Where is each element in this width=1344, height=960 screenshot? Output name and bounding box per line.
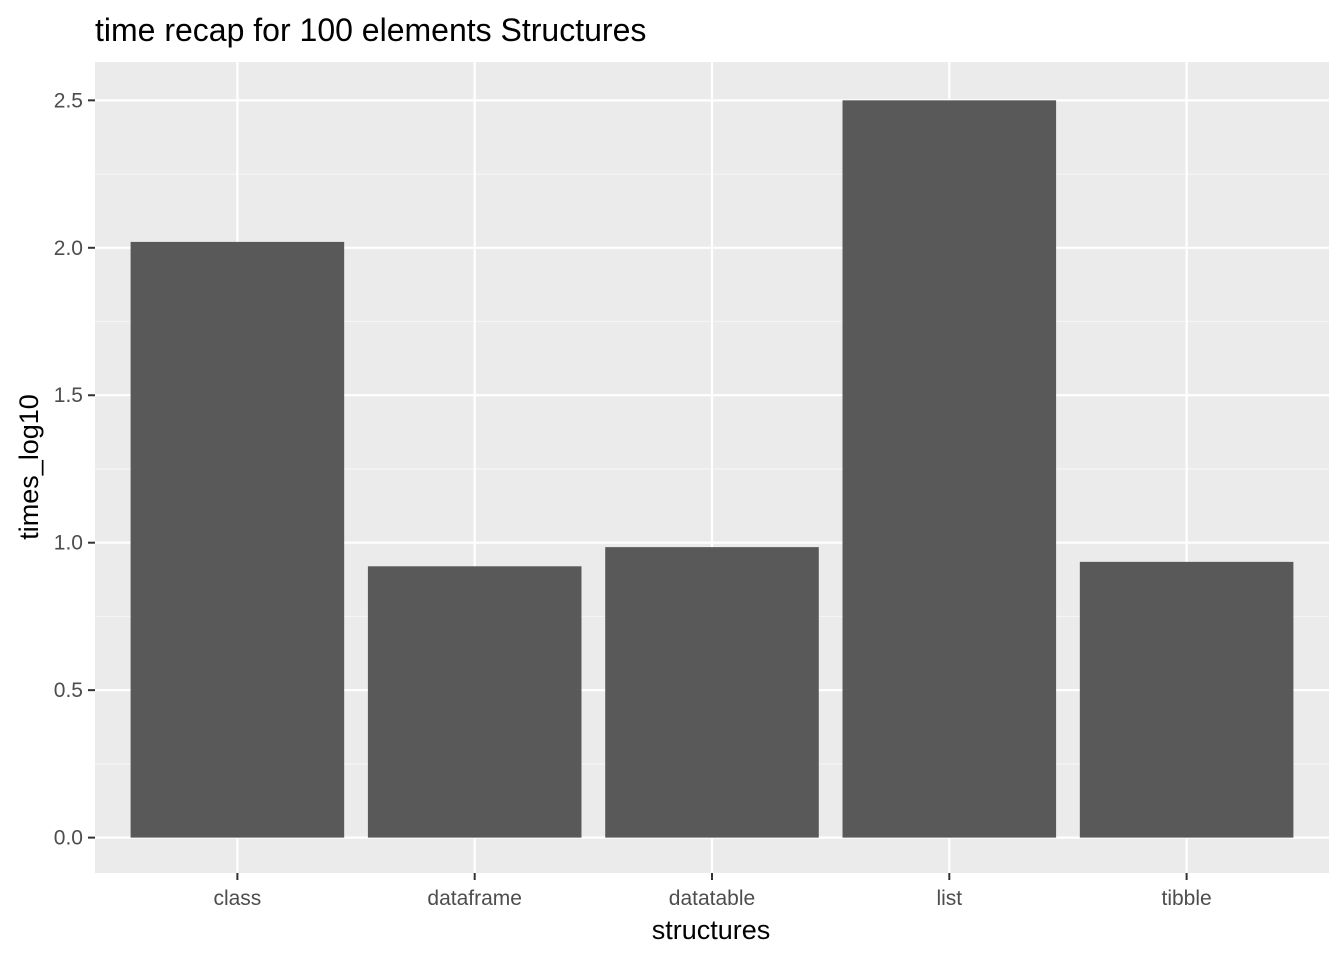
x-tick-label: datatable [669,887,755,910]
chart-title: time recap for 100 elements Structures [95,12,646,48]
y-tick-label: 2.5 [54,89,83,112]
x-tick-label: list [936,887,962,910]
x-axis: class dataframe datatable list tibble [213,873,1212,910]
y-axis-label: times_log10 [14,394,44,540]
y-tick-label: 1.5 [54,384,83,407]
y-tick-label: 0.0 [54,827,83,850]
y-tick-label: 0.5 [54,679,83,702]
y-axis: 0.0 0.5 1.0 1.5 2.0 2.5 [54,89,95,850]
x-tick-label: tibble [1162,887,1212,910]
bar-list [842,100,1057,838]
x-tick-label: dataframe [427,887,522,910]
x-axis-label: structures [652,915,771,945]
bar-dataframe [367,566,582,838]
bar-tibble [1079,561,1294,838]
bar-class [130,241,345,838]
x-tick-label: class [213,887,261,910]
bar-datatable [605,547,819,838]
bars [130,100,1294,838]
y-tick-label: 1.0 [54,532,83,555]
y-tick-label: 2.0 [54,237,83,260]
